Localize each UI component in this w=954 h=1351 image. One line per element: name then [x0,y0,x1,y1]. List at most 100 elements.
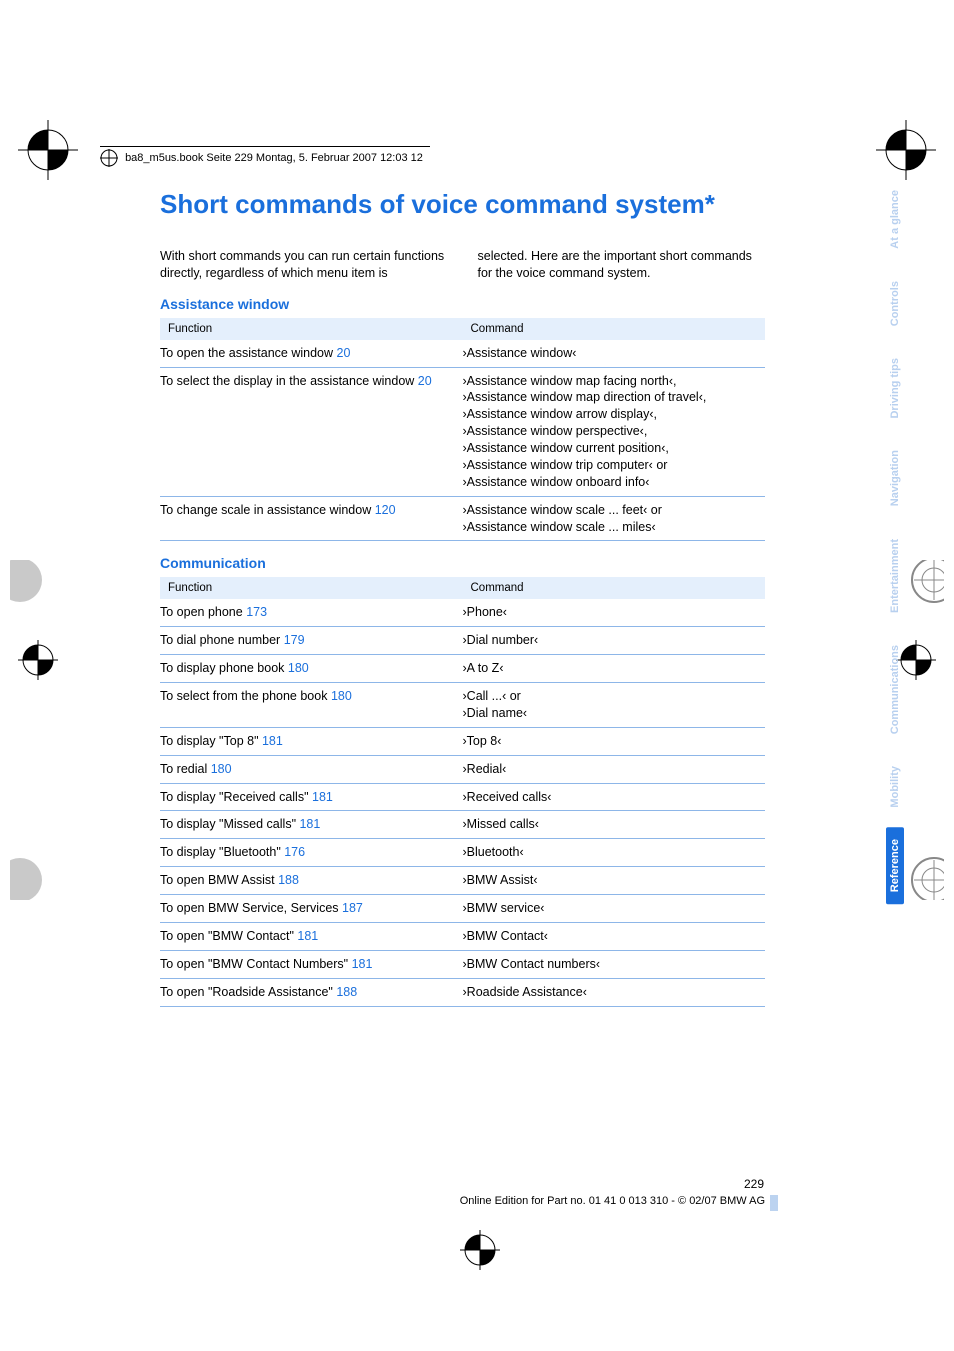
page-number: 229 [744,1177,764,1191]
side-tab[interactable]: Driving tips [886,346,904,431]
function-text: To open BMW Assist [160,873,278,887]
page-reference[interactable]: 179 [284,633,305,647]
function-cell: To open "BMW Contact Numbers" 181 [160,950,463,978]
table-row: To select from the phone book 180›Call .… [160,683,765,728]
side-tab[interactable]: Entertainment [886,527,904,625]
function-text: To select the display in the assistance … [160,374,418,388]
command-cell: ›Redial‹ [463,755,766,783]
command-cell: ›Assistance window scale ... feet‹ or ›A… [463,496,766,541]
command-cell: ›Roadside Assistance‹ [463,978,766,1006]
table-header-command: Command [463,577,766,599]
page-reference[interactable]: 180 [331,689,352,703]
function-cell: To display "Bluetooth" 176 [160,839,463,867]
side-tab[interactable]: Mobility [886,754,904,820]
section-heading: Communication [160,555,765,571]
table-row: To dial phone number 179 ›Dial number‹ [160,627,765,655]
table-row: To open "BMW Contact" 181›BMW Contact‹ [160,922,765,950]
command-cell: ›Dial number‹ [463,627,766,655]
command-cell: ›Assistance window map facing north‹, ›A… [463,367,766,496]
page-reference[interactable]: 173 [246,605,267,619]
side-tab[interactable]: Reference [886,827,904,904]
footer-bar [770,1195,778,1211]
page-reference[interactable]: 176 [284,845,305,859]
function-text: To open "BMW Contact" [160,929,297,943]
function-cell: To display "Received calls" 181 [160,783,463,811]
function-text: To open the assistance window [160,346,337,360]
side-tab[interactable]: Controls [886,269,904,338]
page-reference[interactable]: 181 [262,734,283,748]
page-reference[interactable]: 187 [342,901,363,915]
page-reference[interactable]: 120 [375,503,396,517]
command-cell: ›Bluetooth‹ [463,839,766,867]
table-row: To display "Bluetooth" 176›Bluetooth‹ [160,839,765,867]
crop-mark-top-left [18,120,78,180]
command-cell: ›Assistance window‹ [463,340,766,367]
side-tabs: At a glance Controls Driving tips Navigatio… [886,178,906,913]
page-reference[interactable]: 181 [297,929,318,943]
page-reference[interactable]: 180 [288,661,309,675]
function-cell: To open "Roadside Assistance" 188 [160,978,463,1006]
command-cell: ›Call ...‹ or ›Dial name‹ [463,683,766,728]
command-cell: ›BMW Contact numbers‹ [463,950,766,978]
function-cell: To display "Top 8" 181 [160,727,463,755]
table-row: To display "Top 8" 181›Top 8‹ [160,727,765,755]
table-header-function: Function [160,318,463,340]
function-text: To display phone book [160,661,288,675]
function-text: To open "BMW Contact Numbers" [160,957,352,971]
function-text: To redial [160,762,211,776]
command-cell: ›Phone‹ [463,599,766,626]
command-cell: ›Received calls‹ [463,783,766,811]
page-reference[interactable]: 188 [278,873,299,887]
page-reference[interactable]: 20 [418,374,432,388]
page-reference[interactable]: 20 [337,346,351,360]
function-text: To open BMW Service, Services [160,901,342,915]
page-reference[interactable]: 181 [299,817,320,831]
function-text: To display "Bluetooth" [160,845,284,859]
function-cell: To open BMW Service, Services 187 [160,895,463,923]
print-header-text: ba8_m5us.book Seite 229 Montag, 5. Febru… [125,152,423,164]
table-row: To open "BMW Contact Numbers" 181›BMW Co… [160,950,765,978]
page-reference[interactable]: 180 [211,762,232,776]
command-cell: ›BMW service‹ [463,895,766,923]
footer-edition: Online Edition for Part no. 01 41 0 013 … [330,1195,765,1207]
function-text: To display "Top 8" [160,734,262,748]
function-text: To change scale in assistance window [160,503,375,517]
function-cell: To select the display in the assistance … [160,367,463,496]
content-area: Short commands of voice command system* … [160,190,765,1007]
page-reference[interactable]: 181 [312,790,333,804]
page-reference[interactable]: 188 [336,985,357,999]
table-row: To display "Missed calls" 181›Missed cal… [160,811,765,839]
table-row: To change scale in assistance window 120… [160,496,765,541]
function-cell: To change scale in assistance window 120 [160,496,463,541]
function-cell: To select from the phone book 180 [160,683,463,728]
table-row: To open "Roadside Assistance" 188›Roadsi… [160,978,765,1006]
function-text: To open "Roadside Assistance" [160,985,336,999]
command-table: FunctionCommandTo open phone 173›Phone‹T… [160,577,765,1006]
page-reference[interactable]: 181 [352,957,373,971]
print-header: ba8_m5us.book Seite 229 Montag, 5. Febru… [100,146,430,167]
command-cell: ›BMW Assist‹ [463,867,766,895]
side-tab[interactable]: At a glance [886,178,904,261]
function-text: To open phone [160,605,246,619]
side-tab[interactable]: Communications [886,633,904,746]
command-cell: ›Top 8‹ [463,727,766,755]
table-header-command: Command [463,318,766,340]
function-cell: To display phone book 180 [160,655,463,683]
intro-text: With short commands you can run certain … [160,248,765,282]
function-cell: To open the assistance window 20 [160,340,463,367]
function-cell: To open phone 173 [160,599,463,626]
intro-left: With short commands you can run certain … [160,248,448,282]
section-heading: Assistance window [160,296,765,312]
function-text: To dial phone number [160,633,284,647]
side-tab[interactable]: Navigation [886,438,904,518]
table-row: To open BMW Assist 188 ›BMW Assist‹ [160,867,765,895]
table-row: To display "Received calls" 181›Received… [160,783,765,811]
crop-mark-top-right [876,120,936,180]
command-table: FunctionCommandTo open the assistance wi… [160,318,765,542]
function-cell: To display "Missed calls" 181 [160,811,463,839]
registration-mark-bottom [460,1230,500,1270]
table-row: To open the assistance window 20›Assista… [160,340,765,367]
table-header-function: Function [160,577,463,599]
function-text: To display "Received calls" [160,790,312,804]
table-row: To select the display in the assistance … [160,367,765,496]
